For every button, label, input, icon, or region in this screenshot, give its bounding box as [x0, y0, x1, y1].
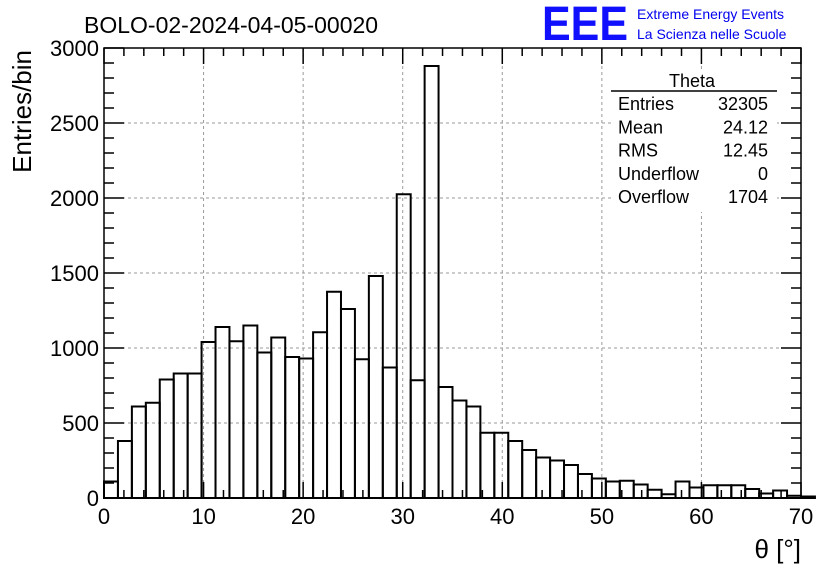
histogram-bar	[242, 324, 259, 499]
stats-box-title: Theta	[669, 71, 716, 91]
stats-row-value: 24.12	[723, 117, 768, 137]
histogram-bar	[395, 193, 412, 499]
stats-row-label: Underflow	[618, 164, 700, 184]
y-tick-label: 2500	[50, 111, 99, 136]
eee-logo-mark: EEE	[542, 0, 628, 51]
histogram-bar	[312, 331, 329, 499]
histogram-bar	[674, 480, 691, 499]
histogram-bar	[800, 495, 816, 499]
histogram-bar	[604, 480, 621, 499]
histogram-bar	[326, 290, 342, 499]
histogram-bar	[437, 386, 454, 499]
histogram-bar	[103, 480, 119, 499]
histogram-bar	[507, 440, 524, 499]
y-axis-label: Entries/bin	[7, 50, 37, 173]
stats-row-value: 0	[758, 164, 768, 184]
histogram-bar	[130, 405, 147, 499]
histogram-bar	[730, 484, 747, 499]
histogram-bar	[214, 326, 231, 499]
logo-line-1: Extreme Energy Events	[637, 6, 784, 22]
histogram-bar	[409, 379, 426, 499]
histogram-bar	[479, 431, 496, 499]
y-tick-label: 500	[62, 411, 99, 436]
histogram-bar	[646, 488, 663, 499]
histogram-bar	[298, 357, 315, 499]
y-tick-label: 1500	[50, 261, 99, 286]
y-tick-label: 2000	[50, 186, 99, 211]
stats-row-label: RMS	[618, 141, 658, 161]
stats-box: Theta Entries 32305 Mean 24.12 RMS 12.45 Under…	[611, 71, 777, 212]
histogram-bar	[144, 401, 161, 499]
x-tick-label: 70	[789, 504, 813, 529]
x-tick-label: 60	[689, 504, 713, 529]
y-tick-label: 3000	[50, 36, 99, 61]
x-tick-label: 10	[191, 504, 215, 529]
stats-row-label: Mean	[618, 117, 663, 137]
histogram-bar	[535, 456, 552, 499]
x-tick-labels: 0 10 20 30 40 50 60 70	[98, 504, 813, 529]
stats-row-label: Entries	[618, 94, 674, 114]
histogram-bar	[451, 399, 468, 499]
histogram-bar	[576, 473, 593, 499]
x-tick-label: 20	[291, 504, 315, 529]
histogram-bar	[367, 275, 384, 499]
histogram-bar	[521, 449, 538, 499]
histogram-bar	[465, 405, 482, 499]
logo-line-2: La Scienza nelle Scuole	[637, 26, 787, 42]
histogram-bar	[116, 440, 133, 499]
histogram-bar	[284, 356, 301, 499]
histogram-bar	[772, 489, 789, 499]
y-tick-label: 1000	[50, 336, 99, 361]
y-tick-labels: 0 500 1000 1500 2000 2500 3000	[50, 36, 99, 511]
histogram-bar	[702, 484, 719, 499]
histogram-bar	[493, 431, 510, 499]
x-tick-label: 0	[98, 504, 110, 529]
histogram-bar	[632, 483, 649, 499]
y-tick-label: 0	[87, 486, 99, 511]
stats-row-value: 12.45	[723, 141, 768, 161]
histogram-bar	[172, 372, 189, 499]
histogram-bar	[256, 351, 273, 499]
histogram-bar	[563, 464, 579, 499]
histogram-bar	[716, 484, 733, 499]
stats-row-value: 32305	[718, 94, 768, 114]
histogram-bar	[270, 336, 287, 499]
histogram-bar	[423, 65, 440, 499]
histogram-bar	[228, 340, 245, 499]
x-axis-label: θ [°]	[754, 534, 801, 564]
histogram-bar	[744, 488, 761, 499]
eee-logo: EEE Extreme Energy Events La Scienza nel…	[542, 0, 787, 51]
histogram-bar	[590, 477, 607, 499]
axis-ticks	[103, 47, 802, 499]
x-tick-label: 50	[590, 504, 614, 529]
stats-rows: Entries 32305 Mean 24.12 RMS 12.45 Underflow 0 O…	[618, 94, 768, 207]
histogram-bar	[186, 372, 203, 499]
x-tick-label: 40	[490, 504, 514, 529]
stats-row-label: Overflow	[618, 187, 690, 207]
histogram-bar	[381, 366, 398, 499]
stats-row-value: 1704	[728, 187, 768, 207]
histogram-bar	[158, 378, 175, 499]
histogram-bar	[353, 358, 370, 499]
x-tick-label: 30	[390, 504, 414, 529]
chart-title: BOLO-02-2024-04-05-00020	[84, 12, 378, 38]
histogram-bar	[339, 308, 356, 499]
